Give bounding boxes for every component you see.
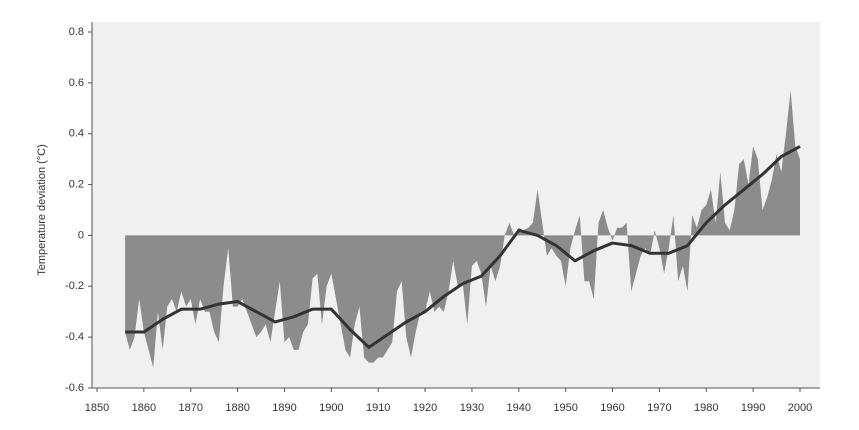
x-tick-label: 1880 bbox=[225, 402, 249, 414]
smoothed-line bbox=[125, 145, 801, 349]
y-tick-label: 0 bbox=[78, 229, 84, 241]
x-tick-label: 1930 bbox=[460, 402, 484, 414]
x-tick-label: 1990 bbox=[741, 402, 765, 414]
y-tick-label: -0.6 bbox=[65, 382, 84, 394]
x-tick-label: 1950 bbox=[553, 402, 577, 414]
x-tick-label: 1960 bbox=[600, 402, 624, 414]
y-tick-label: 0.2 bbox=[69, 178, 84, 190]
y-tick-label: 0.6 bbox=[69, 77, 84, 89]
x-tick-label: 1890 bbox=[272, 402, 296, 414]
y-tick-label: -0.2 bbox=[65, 280, 84, 292]
x-tick-label: 1970 bbox=[647, 402, 671, 414]
x-tick-label: 1940 bbox=[507, 402, 531, 414]
x-tick-label: 1910 bbox=[366, 402, 390, 414]
y-tick-label: -0.4 bbox=[65, 331, 84, 343]
x-tick-label: 1870 bbox=[178, 402, 202, 414]
x-tick-label: 1920 bbox=[413, 402, 437, 414]
x-tick-label: 1860 bbox=[132, 402, 156, 414]
y-tick-label: 0.8 bbox=[69, 26, 84, 38]
x-tick-label: 1850 bbox=[85, 402, 109, 414]
x-tick-label: 1900 bbox=[319, 402, 343, 414]
anomaly-area bbox=[125, 90, 801, 368]
y-tick-label: 0.4 bbox=[69, 128, 84, 140]
y-axis-label: Temperature deviation (°C) bbox=[36, 144, 48, 276]
x-tick-label: 2000 bbox=[788, 402, 812, 414]
x-tick-label: 1980 bbox=[694, 402, 718, 414]
